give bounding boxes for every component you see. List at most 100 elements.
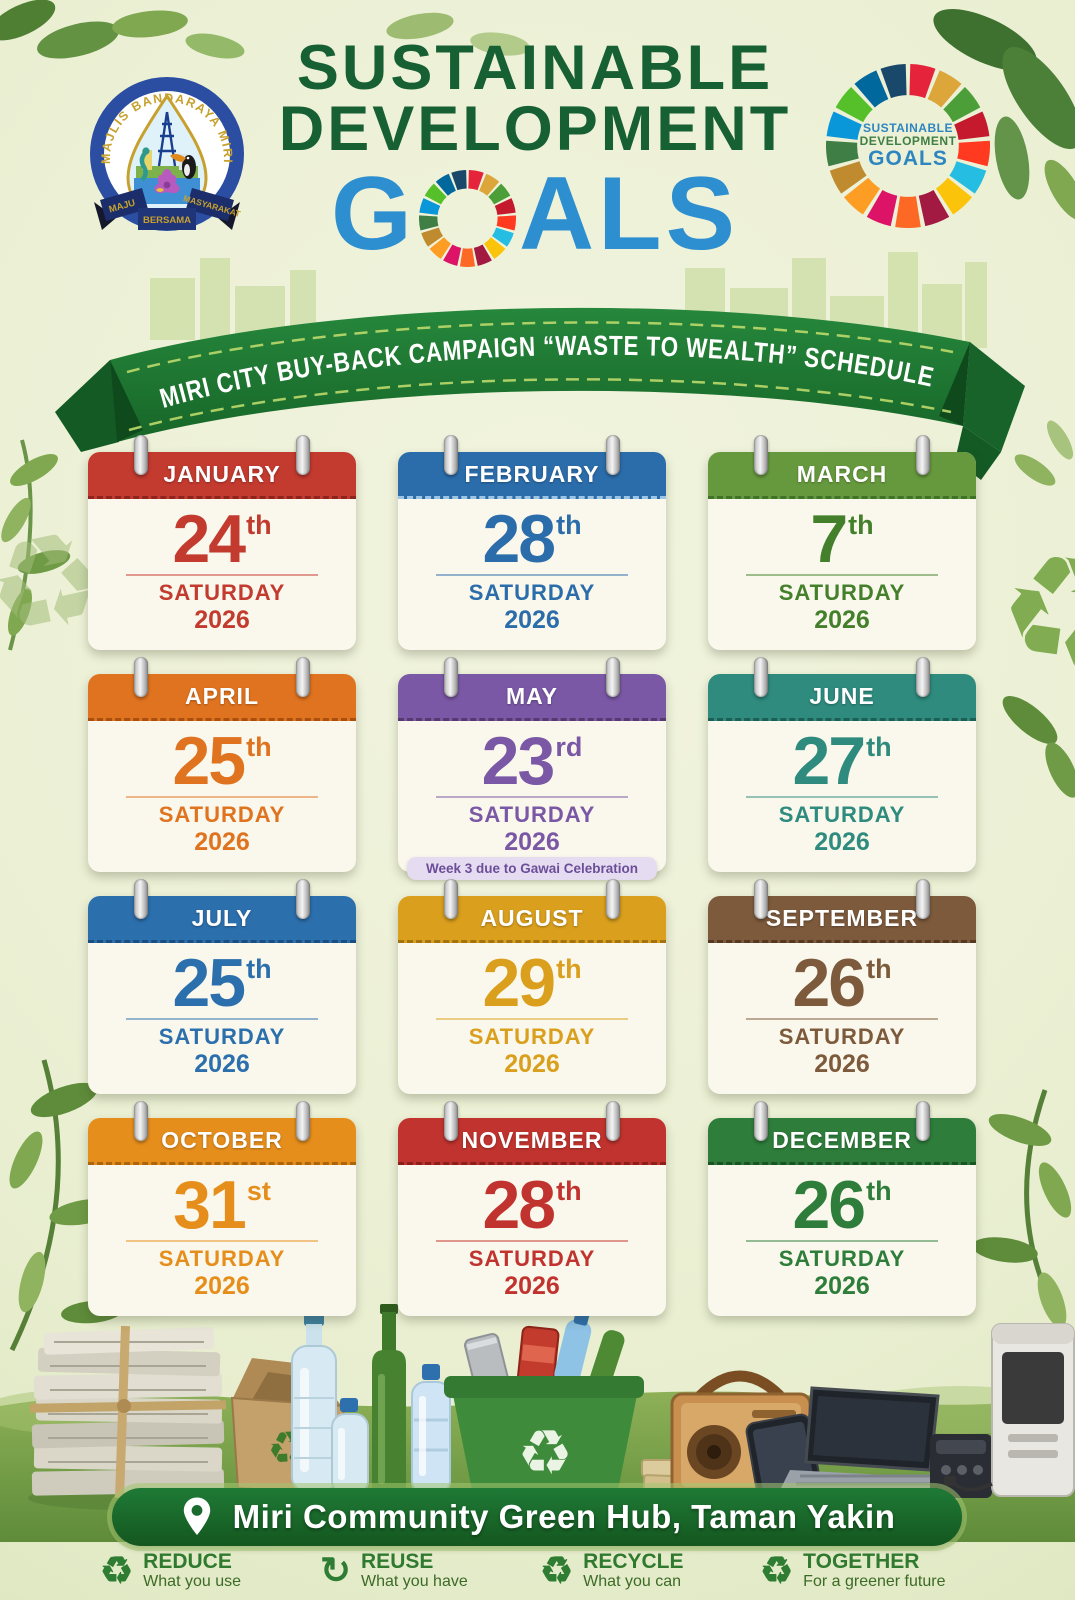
date-ordinal: th — [246, 510, 272, 540]
binder-ring-icon — [296, 879, 310, 919]
binder-ring-icon — [444, 1101, 458, 1141]
weekday-label: SATURDAY — [158, 802, 286, 827]
sdg-color-wheel-icon — [418, 170, 516, 268]
divider — [745, 1018, 939, 1020]
year-label: 2026 — [194, 606, 250, 634]
svg-text:BERSAMA: BERSAMA — [143, 215, 191, 226]
footer-subtitle: What you use — [143, 1573, 241, 1591]
date-ordinal: th — [556, 1176, 582, 1206]
schedule-calendar-grid: JANUARY 24th SATURDAY 2026 FEBRUARY 28th… — [88, 435, 988, 1316]
date-number: 29 — [482, 945, 556, 1021]
sdg-badge-line-1: SUSTAINABLE — [863, 121, 953, 136]
binder-ring-icon — [606, 657, 620, 697]
date-number: 7 — [810, 501, 848, 577]
binder-ring-icon — [606, 879, 620, 919]
month-header: OCTOBER — [88, 1118, 356, 1165]
calendar-card-february: FEBRUARY 28th SATURDAY 2026 — [398, 435, 666, 650]
weekday-label: SATURDAY — [468, 1246, 596, 1271]
year-label: 2026 — [504, 828, 560, 856]
divider — [125, 796, 319, 798]
date-ordinal: th — [848, 510, 874, 540]
year-label: 2026 — [194, 1272, 250, 1300]
binder-ring-icon — [296, 435, 310, 475]
month-header: MARCH — [708, 452, 976, 499]
location-text: Miri Community Green Hub, Taman Yakin — [232, 1498, 896, 1535]
divider — [745, 574, 939, 576]
binder-ring-icon — [444, 657, 458, 697]
binder-ring-icon — [916, 657, 930, 697]
binder-ring-icon — [916, 1101, 930, 1141]
plastic-bottle-small — [331, 1398, 369, 1495]
sdg-color-wheel-icon — [826, 64, 990, 228]
divider — [125, 1018, 319, 1020]
divider — [745, 1240, 939, 1242]
location-banner: Miri Community Green Hub, Taman Yakin — [112, 1488, 962, 1546]
weekday-label: SATURDAY — [778, 1024, 906, 1049]
ribbon-tail-right — [963, 342, 1025, 452]
binder-ring-icon — [916, 879, 930, 919]
footer-item-together: ♻ TOGETHER For a greener future — [760, 1550, 980, 1591]
date-number: 25 — [172, 723, 246, 799]
date-number: 24 — [172, 501, 246, 577]
sdg-badge-line-2: DEVELOPMENT — [859, 133, 957, 148]
binder-ring-icon — [134, 879, 148, 919]
footer-title: REDUCE — [143, 1550, 232, 1573]
weekday-label: SATURDAY — [468, 580, 596, 605]
date-number: 23 — [481, 723, 556, 799]
printer-appliance — [944, 1323, 1075, 1497]
calendar-card-april: APRIL 25th SATURDAY 2026 — [88, 657, 356, 872]
fish-icon — [156, 188, 164, 192]
binder-ring-icon — [444, 879, 458, 919]
date-ordinal: rd — [555, 732, 583, 762]
date-number: 31 — [173, 1167, 247, 1243]
date-ordinal: th — [556, 510, 582, 540]
weekday-label: SATURDAY — [778, 802, 906, 827]
month-header: MAY — [398, 674, 666, 721]
calendar-card-september: SEPTEMBER 26th SATURDAY 2026 — [708, 879, 976, 1094]
reuse-icon: ↻ — [320, 1550, 352, 1592]
date-ordinal: th — [866, 1176, 892, 1206]
footer-item-reduce: ♻ REDUCE What you use — [100, 1550, 320, 1591]
plastic-bottle — [291, 1310, 337, 1493]
divider — [125, 574, 319, 576]
date-ordinal: st — [246, 1176, 271, 1206]
newspaper-stack — [28, 1325, 228, 1510]
month-header: AUGUST — [398, 896, 666, 943]
month-header: FEBRUARY — [398, 452, 666, 499]
calendar-card-january: JANUARY 24th SATURDAY 2026 — [88, 435, 356, 650]
ribbon-tail-left — [55, 360, 119, 452]
year-label: 2026 — [504, 606, 560, 634]
date-ordinal: th — [556, 954, 582, 984]
hornbill-icon — [170, 153, 196, 179]
oil-derrick-icon — [157, 111, 177, 167]
footer-item-reuse: ↻ REUSE What you have — [320, 1550, 540, 1591]
divider — [435, 1240, 629, 1242]
date-ordinal: th — [246, 954, 272, 984]
seahorse-icon — [139, 150, 148, 182]
binder-ring-icon — [134, 1101, 148, 1141]
binder-ring-icon — [916, 435, 930, 475]
binder-ring-icon — [134, 435, 148, 475]
date-ordinal: th — [866, 732, 892, 762]
date-number: 27 — [792, 723, 866, 799]
footer-subtitle: For a greener future — [803, 1573, 946, 1591]
weekday-label: SATURDAY — [778, 1246, 906, 1271]
weekday-label: SATURDAY — [468, 1024, 596, 1049]
date-number: 25 — [172, 945, 246, 1021]
sdg-goals-badge: SUSTAINABLE DEVELOPMENT GOALS — [826, 64, 990, 228]
footer-item-recycle: ♻ RECYCLE What you can — [540, 1550, 760, 1591]
divider — [745, 796, 939, 798]
calendar-card-december: DECEMBER 26th SATURDAY 2026 — [708, 1101, 976, 1316]
recycle-icon: ♻ — [760, 1550, 794, 1592]
title-line-2: DEVELOPMENT — [278, 94, 792, 165]
year-label: 2026 — [814, 828, 870, 856]
weekday-label: SATURDAY — [158, 580, 286, 605]
binder-ring-icon — [754, 657, 768, 697]
month-header: DECEMBER — [708, 1118, 976, 1165]
divider — [435, 796, 629, 798]
year-label: 2026 — [504, 1272, 560, 1300]
binder-ring-icon — [754, 435, 768, 475]
month-header: APRIL — [88, 674, 356, 721]
calendar-card-july: JULY 25th SATURDAY 2026 — [88, 879, 356, 1094]
